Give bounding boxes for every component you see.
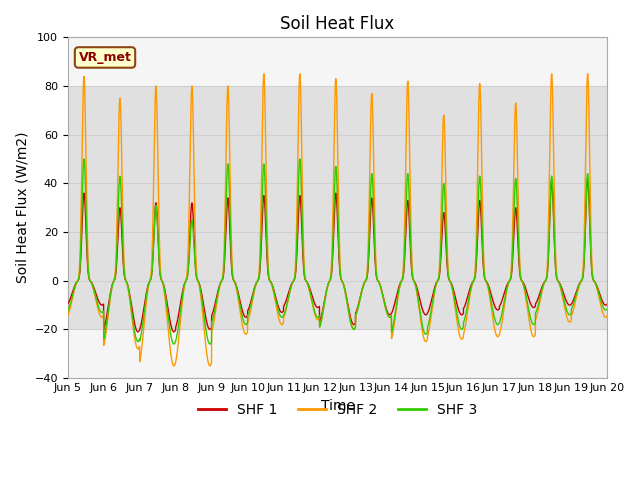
Line: SHF 2: SHF 2	[68, 74, 607, 366]
SHF 3	[170, 341, 178, 347]
Legend: SHF 1, SHF 2, SHF 3: SHF 1, SHF 2, SHF 3	[193, 397, 483, 422]
SHF 2	[593, 286, 601, 292]
SHF 2	[604, 313, 611, 319]
SHF 3	[64, 308, 72, 314]
SHF 1	[271, 291, 278, 297]
SHF 2	[260, 71, 268, 77]
Text: VR_met: VR_met	[79, 51, 131, 64]
SHF 2	[64, 312, 72, 318]
SHF 1	[593, 283, 601, 289]
SHF 1	[535, 294, 543, 300]
SHF 3	[593, 285, 601, 290]
SHF 3	[80, 156, 88, 162]
SHF 3	[125, 293, 133, 299]
SHF 2	[294, 118, 302, 123]
SHF 1	[125, 289, 133, 295]
SHF 2	[535, 304, 543, 310]
X-axis label: Time: Time	[321, 398, 355, 412]
SHF 1	[157, 277, 165, 283]
SHF 2	[170, 363, 178, 369]
Line: SHF 1: SHF 1	[68, 179, 607, 332]
SHF 1	[134, 329, 142, 335]
SHF 2	[157, 275, 165, 281]
SHF 2	[271, 297, 279, 302]
Line: SHF 3: SHF 3	[68, 159, 607, 344]
SHF 3	[604, 306, 611, 312]
SHF 1	[604, 301, 611, 307]
SHF 2	[125, 293, 133, 299]
SHF 3	[157, 277, 165, 283]
SHF 1	[294, 216, 302, 222]
Title: Soil Heat Flux: Soil Heat Flux	[280, 15, 395, 33]
Y-axis label: Soil Heat Flux (W/m2): Soil Heat Flux (W/m2)	[15, 132, 29, 284]
SHF 1	[64, 301, 72, 307]
Bar	[68, 86, 607, 329]
SHF 1	[584, 176, 591, 181]
SHF 3	[535, 300, 543, 305]
SHF 3	[271, 294, 279, 300]
SHF 3	[294, 183, 302, 189]
